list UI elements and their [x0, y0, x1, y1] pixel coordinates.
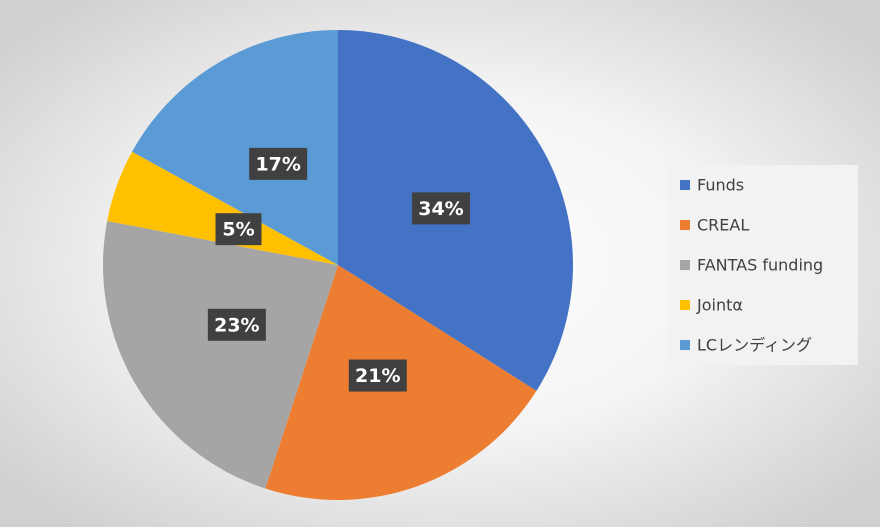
legend-label: FANTAS funding [697, 256, 823, 275]
legend-label: Funds [697, 176, 744, 195]
legend-label: LCレンディング [697, 336, 812, 355]
legend-label: Jointα [696, 296, 743, 315]
legend-label: CREAL [697, 216, 749, 235]
legend-box [668, 165, 858, 365]
data-label: 17% [255, 153, 300, 175]
legend-swatch [680, 300, 690, 310]
data-label-box [411, 192, 470, 225]
pie-slice [102, 220, 338, 489]
data-label: 21% [355, 365, 400, 387]
legend-swatch [680, 220, 690, 230]
legend: Funds CREAL FANTAS funding Jointα LCレンディング [680, 176, 823, 355]
data-labels: 34% 21% 23% 5% 17% [207, 147, 470, 392]
data-label: 23% [214, 314, 259, 336]
legend-swatch [680, 260, 690, 270]
data-label: 5% [222, 219, 254, 241]
data-label-box [249, 147, 308, 180]
pie-slice [107, 151, 338, 265]
data-label: 34% [418, 198, 463, 220]
legend-swatch [680, 180, 690, 190]
pie-slice [132, 30, 338, 265]
pie [102, 30, 573, 500]
data-label-box [207, 308, 266, 341]
legend-swatch [680, 340, 690, 350]
data-label-box [215, 213, 262, 246]
data-label-box [348, 359, 407, 392]
